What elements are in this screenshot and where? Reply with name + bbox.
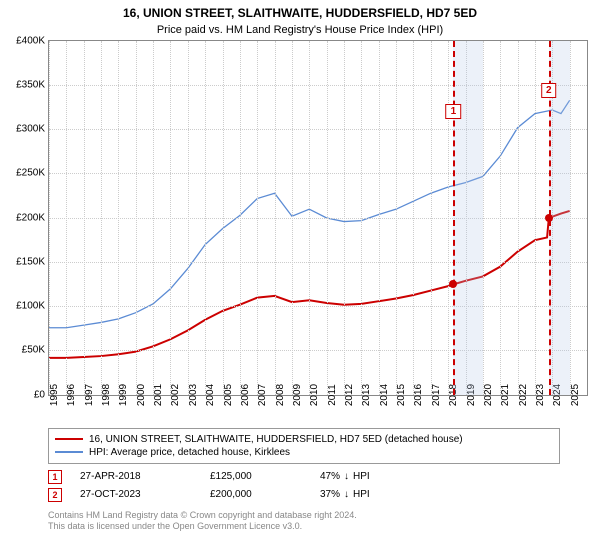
gridline-v [518,41,519,395]
gridline-v [205,41,206,395]
gridline-v [136,41,137,395]
gridline-v [84,41,85,395]
sale-number-badge: 2 [48,488,62,502]
gridline-v [240,41,241,395]
gridline-v [309,41,310,395]
gridline-v [188,41,189,395]
chart-title: 16, UNION STREET, SLAITHWAITE, HUDDERSFI… [0,0,600,22]
sale-row: 2 27-OCT-2023£200,00037% ↓ HPI [48,486,560,504]
sale-suffix: HPI [353,471,370,482]
gridline-h [49,218,587,219]
gridline-h [49,129,587,130]
sale-date: 27-OCT-2023 [80,489,210,500]
gridline-v [170,41,171,395]
footer-line-1: Contains HM Land Registry data © Crown c… [48,510,560,522]
data-marker [449,280,457,288]
sale-price: £125,000 [210,471,320,482]
gridline-h [49,350,587,351]
gridline-v [153,41,154,395]
gridline-v [327,41,328,395]
y-axis-label: £0 [5,389,45,400]
sale-number-badge: 1 [48,470,62,484]
y-axis-label: £100K [5,301,45,312]
footer-text: Contains HM Land Registry data © Crown c… [48,510,560,533]
gridline-v [275,41,276,395]
gridline-v [570,41,571,395]
legend-swatch [55,438,83,440]
y-axis-label: £50K [5,345,45,356]
y-axis-label: £400K [5,35,45,46]
chart-subtitle: Price paid vs. HM Land Registry's House … [0,22,600,40]
gridline-v [535,41,536,395]
sale-date: 27-APR-2018 [80,471,210,482]
shade-region [453,41,483,395]
arrow-down-icon: ↓ [344,471,349,482]
gridline-v [257,41,258,395]
y-axis-label: £300K [5,124,45,135]
legend-item: HPI: Average price, detached house, Kirk… [55,446,553,459]
sales-table: 1 27-APR-2018£125,00047% ↓ HPI 2 27-OCT-2023£… [48,468,560,504]
reference-label: 2 [541,83,557,98]
reference-label: 1 [446,104,462,119]
sale-pct-value: 47% [320,471,340,482]
y-axis-label: £150K [5,256,45,267]
sale-suffix: HPI [353,489,370,500]
gridline-h [49,306,587,307]
gridline-v [483,41,484,395]
plot-region: £0£50K£100K£150K£200K£250K£300K£350K£400… [48,40,588,396]
sale-pct-value: 37% [320,489,340,500]
gridline-v [448,41,449,395]
gridline-v [361,41,362,395]
gridline-h [49,262,587,263]
y-axis-label: £200K [5,212,45,223]
gridline-v [413,41,414,395]
gridline-v [101,41,102,395]
chart-area: £0£50K£100K£150K£200K£250K£300K£350K£400… [48,40,588,420]
legend-label: 16, UNION STREET, SLAITHWAITE, HUDDERSFI… [89,434,463,445]
chart-container: 16, UNION STREET, SLAITHWAITE, HUDDERSFI… [0,0,600,560]
sale-pct: 47% ↓ HPI [320,471,370,482]
gridline-v [431,41,432,395]
y-axis-label: £250K [5,168,45,179]
gridline-v [223,41,224,395]
gridline-v [344,41,345,395]
legend-item: 16, UNION STREET, SLAITHWAITE, HUDDERSFI… [55,433,553,446]
gridline-v [500,41,501,395]
legend-swatch [55,451,83,453]
y-axis-label: £350K [5,79,45,90]
arrow-down-icon: ↓ [344,489,349,500]
footer-line-2: This data is licensed under the Open Gov… [48,521,560,533]
gridline-v [292,41,293,395]
legend-box: 16, UNION STREET, SLAITHWAITE, HUDDERSFI… [48,428,560,464]
data-marker [545,214,553,222]
sale-price: £200,000 [210,489,320,500]
gridline-h [49,173,587,174]
gridline-v [379,41,380,395]
gridline-v [49,41,50,395]
legend-label: HPI: Average price, detached house, Kirk… [89,447,290,458]
gridline-v [118,41,119,395]
gridline-v [66,41,67,395]
reference-line [453,41,455,395]
sale-row: 1 27-APR-2018£125,00047% ↓ HPI [48,468,560,486]
sale-pct: 37% ↓ HPI [320,489,370,500]
gridline-h [49,85,587,86]
gridline-v [396,41,397,395]
